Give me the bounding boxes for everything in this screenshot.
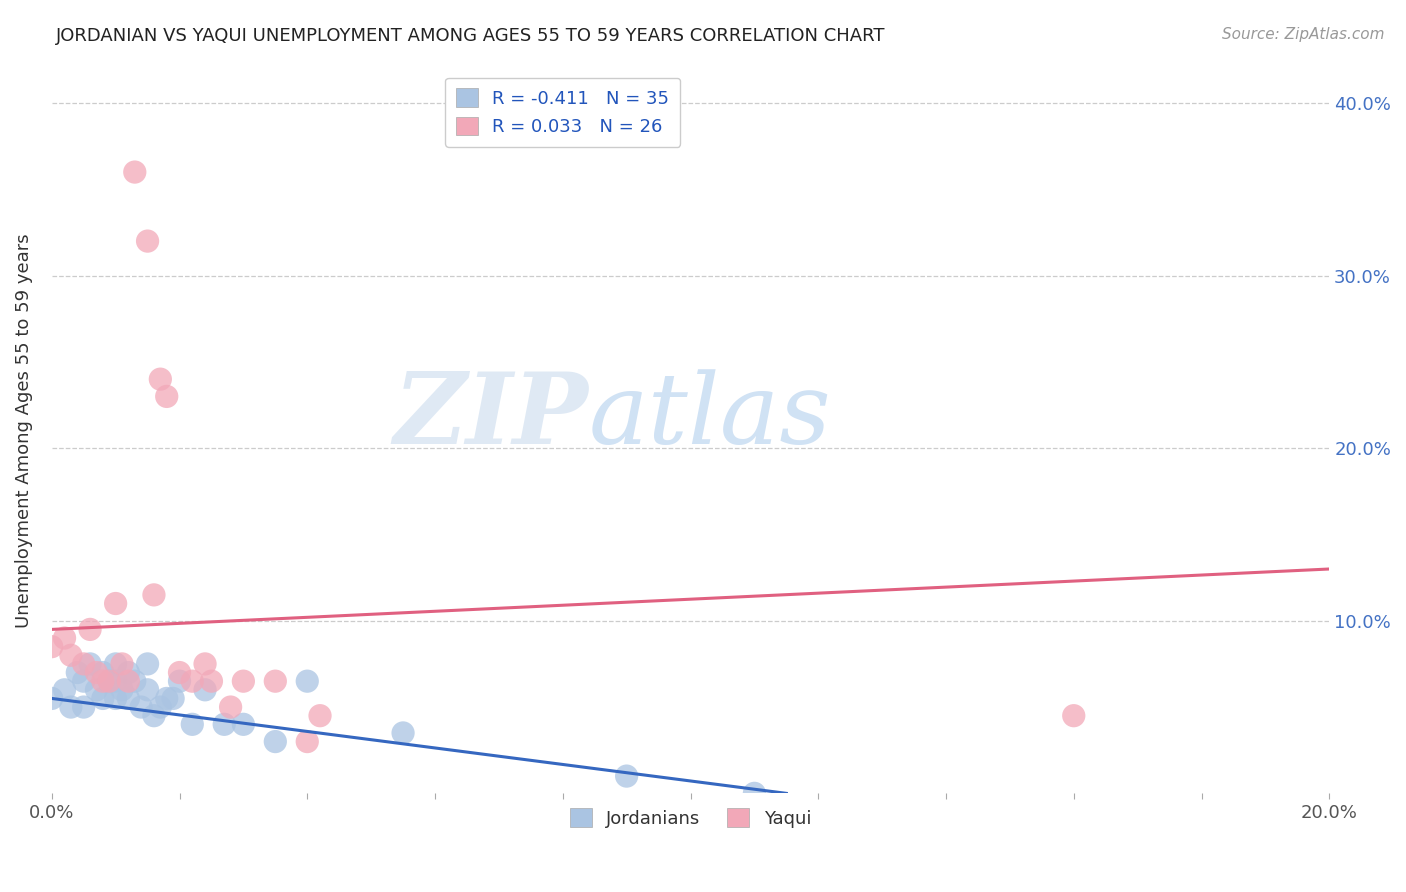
Point — [104, 674, 127, 689]
Point — [212, 717, 235, 731]
Point — [616, 769, 638, 783]
Point — [104, 691, 127, 706]
Point — [149, 372, 172, 386]
Point — [129, 700, 152, 714]
Point — [91, 691, 114, 706]
Point — [194, 657, 217, 671]
Point — [200, 674, 222, 689]
Point — [149, 700, 172, 714]
Point — [111, 682, 134, 697]
Point — [124, 674, 146, 689]
Point — [86, 682, 108, 697]
Point — [264, 734, 287, 748]
Point — [73, 700, 96, 714]
Point — [111, 657, 134, 671]
Point — [1063, 708, 1085, 723]
Text: Source: ZipAtlas.com: Source: ZipAtlas.com — [1222, 27, 1385, 42]
Point — [264, 674, 287, 689]
Point — [86, 665, 108, 680]
Point — [117, 691, 139, 706]
Point — [219, 700, 242, 714]
Point — [297, 734, 319, 748]
Point — [117, 674, 139, 689]
Point — [169, 665, 191, 680]
Point — [79, 623, 101, 637]
Point — [232, 674, 254, 689]
Point — [181, 717, 204, 731]
Point — [156, 691, 179, 706]
Point — [136, 234, 159, 248]
Point — [73, 674, 96, 689]
Text: atlas: atlas — [588, 368, 831, 464]
Point — [136, 682, 159, 697]
Point — [392, 726, 415, 740]
Point — [98, 674, 121, 689]
Point — [66, 665, 89, 680]
Point — [91, 665, 114, 680]
Point — [91, 674, 114, 689]
Point — [79, 657, 101, 671]
Text: JORDANIAN VS YAQUI UNEMPLOYMENT AMONG AGES 55 TO 59 YEARS CORRELATION CHART: JORDANIAN VS YAQUI UNEMPLOYMENT AMONG AG… — [56, 27, 886, 45]
Point — [142, 708, 165, 723]
Point — [181, 674, 204, 689]
Point — [297, 674, 319, 689]
Point — [232, 717, 254, 731]
Text: ZIP: ZIP — [394, 368, 588, 465]
Point — [104, 597, 127, 611]
Point — [59, 648, 82, 663]
Point — [136, 657, 159, 671]
Point — [744, 786, 766, 800]
Point — [194, 682, 217, 697]
Point — [156, 389, 179, 403]
Point — [59, 700, 82, 714]
Y-axis label: Unemployment Among Ages 55 to 59 years: Unemployment Among Ages 55 to 59 years — [15, 234, 32, 628]
Point — [41, 691, 63, 706]
Point — [73, 657, 96, 671]
Point — [98, 674, 121, 689]
Point — [41, 640, 63, 654]
Point — [53, 631, 76, 645]
Point — [117, 665, 139, 680]
Point — [53, 682, 76, 697]
Point — [104, 657, 127, 671]
Point — [309, 708, 332, 723]
Point — [142, 588, 165, 602]
Point — [124, 165, 146, 179]
Legend: Jordanians, Yaqui: Jordanians, Yaqui — [562, 801, 818, 835]
Point — [162, 691, 184, 706]
Point — [169, 674, 191, 689]
